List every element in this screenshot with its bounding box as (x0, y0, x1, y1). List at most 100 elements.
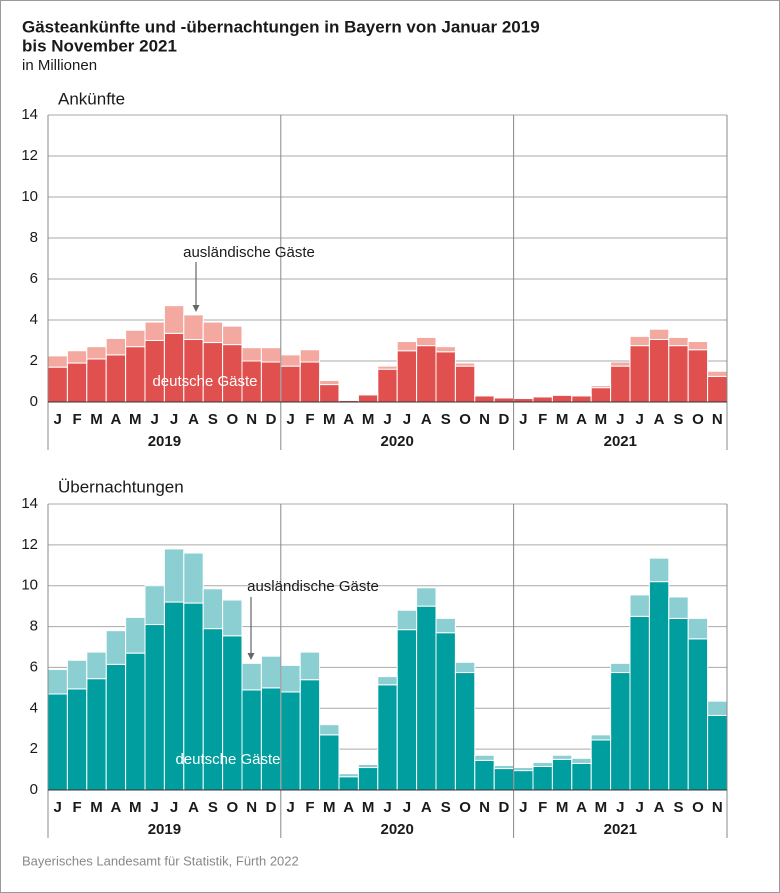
x-tick-label: A (421, 799, 432, 816)
x-tick-label: M (129, 411, 142, 428)
bar-segment (86, 358, 107, 403)
bar-segment (648, 557, 670, 583)
bar-segment (590, 734, 612, 741)
y-tick-label: 14 (21, 106, 38, 123)
bar-segment (183, 338, 204, 403)
y-tick-label: 0 (30, 781, 38, 798)
x-tick-label: J (151, 799, 159, 816)
x-tick-label: S (208, 799, 218, 816)
bar-segment (357, 767, 379, 791)
year-label: 2019 (148, 821, 181, 838)
bar-segment (86, 651, 107, 680)
bar-segment (454, 365, 476, 403)
bar-segment (513, 767, 534, 772)
bar-segment (105, 663, 127, 791)
bar-segment (416, 587, 437, 607)
x-tick-label: A (654, 411, 665, 428)
y-tick-label: 0 (30, 393, 38, 410)
annotation: ausländische Gäste (183, 244, 315, 261)
bar-segment (125, 652, 146, 791)
x-tick-label: F (538, 799, 547, 816)
bar-segment (532, 766, 553, 791)
bar-segment (202, 321, 224, 344)
bar-segment (590, 739, 612, 791)
bar-segment (435, 617, 456, 634)
bar-segment (532, 395, 553, 398)
bar-segment (260, 687, 282, 791)
bar-segment (144, 321, 165, 341)
bar-segment (183, 552, 204, 604)
bar-segment (396, 341, 418, 352)
x-tick-label: J (170, 411, 178, 428)
bar-segment (687, 638, 709, 791)
bar-segment (629, 594, 650, 617)
bar-segment (687, 349, 709, 403)
x-tick-label: J (286, 799, 294, 816)
x-tick-label: A (188, 411, 199, 428)
y-tick-label: 8 (30, 618, 38, 635)
bar-segment (474, 754, 495, 761)
bar-segment (551, 754, 573, 760)
x-tick-label: J (636, 411, 644, 428)
x-tick-label: A (654, 799, 665, 816)
bar-segment (648, 581, 670, 791)
bar-segment (416, 336, 437, 347)
bar-segment (493, 764, 515, 770)
chart-title: Ankünfte (58, 89, 125, 108)
bar-segment (125, 329, 146, 348)
x-tick-label: F (305, 411, 314, 428)
bar-segment (377, 365, 398, 370)
bar-segment (610, 361, 631, 367)
bar-segment (319, 724, 340, 736)
bar-segment (551, 758, 573, 791)
bar-segment (707, 375, 728, 403)
bar-segment (610, 672, 631, 791)
y-tick-label: 2 (30, 352, 38, 369)
bar-segment (571, 762, 592, 791)
x-tick-label: J (286, 411, 294, 428)
x-tick-label: D (266, 411, 277, 428)
x-tick-label: A (343, 411, 354, 428)
y-tick-label: 8 (30, 229, 38, 246)
bar-segment (648, 328, 670, 340)
bar-segment (571, 395, 592, 403)
bar-segment (319, 379, 340, 386)
x-tick-label: F (73, 799, 82, 816)
year-label: 2020 (381, 821, 414, 838)
x-tick-label: A (576, 799, 587, 816)
bar-segment (260, 361, 282, 403)
bar-segment (551, 393, 573, 396)
x-tick-label: F (538, 411, 547, 428)
bar-segment (280, 664, 301, 693)
bar-segment (144, 340, 165, 403)
bar-segment (260, 655, 282, 689)
bar-segment (299, 651, 321, 681)
bar-segment (202, 588, 224, 630)
x-tick-label: S (673, 799, 683, 816)
x-tick-label: A (576, 411, 587, 428)
year-label: 2019 (148, 433, 181, 450)
bar-segment (241, 689, 262, 791)
x-tick-label: J (383, 799, 391, 816)
bar-segment (532, 396, 553, 403)
bar-segment (396, 609, 418, 631)
x-tick-label: N (479, 799, 490, 816)
bar-segment (299, 361, 321, 403)
bar-segment (571, 394, 592, 397)
annotation: deutsche Gäste (175, 751, 280, 768)
bar-segment (454, 661, 476, 674)
x-tick-label: O (226, 411, 238, 428)
bar-segment (707, 370, 728, 377)
bar-segment (513, 398, 534, 403)
bar-segment (435, 632, 456, 791)
annotation: ausländische Gäste (247, 578, 379, 595)
bar-segment (474, 759, 495, 791)
bar-segment (105, 354, 127, 403)
bar-segment (493, 768, 515, 791)
bar-segment (513, 770, 534, 791)
bar-segment (66, 659, 88, 690)
bar-segment (280, 691, 301, 791)
bar-segment (474, 394, 495, 397)
bar-segment (396, 350, 418, 403)
